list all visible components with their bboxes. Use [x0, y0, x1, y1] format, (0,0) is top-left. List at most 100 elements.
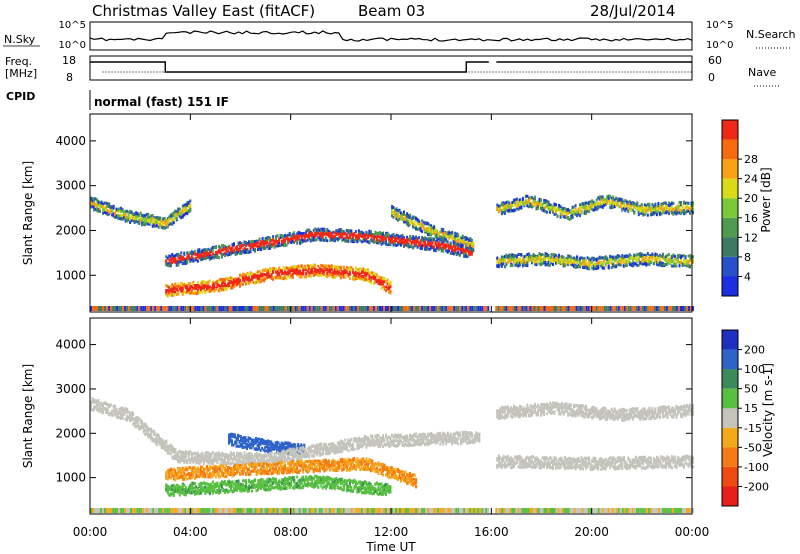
freq-right-tick-bottom: 0 — [708, 71, 715, 84]
data-cell — [401, 212, 404, 216]
data-cell — [509, 253, 512, 257]
data-cell — [435, 306, 438, 311]
data-cell — [512, 260, 515, 264]
data-cell — [231, 441, 233, 445]
data-cell — [612, 202, 615, 206]
data-cell — [653, 306, 656, 311]
data-cell — [278, 266, 281, 270]
data-cell — [177, 284, 180, 288]
data-cell — [612, 262, 615, 266]
data-cell — [403, 242, 405, 246]
data-cell — [443, 239, 446, 243]
data-cell — [625, 207, 628, 211]
data-cell — [362, 237, 365, 241]
frequency-trace — [90, 61, 692, 73]
data-cell — [427, 306, 430, 311]
data-cell — [305, 230, 308, 234]
data-cell — [692, 207, 694, 211]
data-cell — [306, 264, 309, 268]
data-cell — [181, 289, 184, 292]
data-cell — [436, 238, 439, 242]
data-cell — [178, 306, 181, 311]
data-cell — [262, 448, 265, 452]
data-cell — [183, 203, 186, 207]
data-cell — [570, 257, 573, 261]
frequency-panel: Freq. [MHz] 18 8 60 0 Nave — [5, 54, 780, 87]
data-cell — [497, 306, 500, 311]
data-cell — [585, 265, 588, 269]
data-cell — [356, 269, 359, 273]
data-cell — [198, 306, 201, 311]
data-cell — [227, 245, 229, 249]
data-cell — [372, 274, 375, 278]
data-cell — [461, 241, 464, 245]
data-cell — [449, 235, 452, 239]
data-cell — [196, 306, 199, 311]
data-cell — [348, 229, 351, 233]
data-cell — [216, 283, 219, 287]
data-cell — [234, 284, 237, 288]
data-cell — [443, 236, 446, 240]
data-cell — [546, 255, 548, 259]
colorbar-tick-label: 24 — [744, 173, 758, 186]
data-cell — [109, 211, 112, 214]
data-cell — [684, 262, 687, 265]
data-cell — [466, 255, 469, 259]
data-cell — [273, 245, 276, 249]
data-cell — [585, 306, 588, 311]
data-cell — [166, 263, 169, 267]
data-cell — [296, 270, 299, 274]
data-cell — [454, 249, 457, 253]
data-cell — [348, 306, 351, 311]
data-cell — [454, 237, 457, 241]
data-cell — [350, 237, 353, 241]
beam-label: Beam 03 — [358, 2, 425, 20]
data-cell — [279, 274, 282, 278]
data-cell — [660, 264, 663, 267]
data-cell — [169, 258, 172, 262]
data-cell — [356, 235, 359, 238]
data-cell — [595, 262, 598, 266]
data-cell — [625, 200, 628, 204]
data-cell — [631, 264, 634, 268]
data-cell — [461, 249, 464, 253]
data-cell — [640, 254, 643, 257]
data-cell — [189, 199, 192, 203]
data-cell — [689, 254, 691, 258]
data-cell — [269, 240, 272, 244]
data-cell — [267, 247, 270, 251]
data-cell — [591, 206, 594, 209]
data-cell — [104, 306, 106, 311]
data-cell — [220, 253, 223, 257]
data-cell — [354, 277, 357, 281]
data-cell — [637, 306, 640, 311]
data-cell — [666, 205, 669, 209]
data-cell — [433, 231, 436, 235]
data-cell — [126, 216, 129, 220]
data-cell — [658, 257, 661, 261]
data-cell — [298, 306, 301, 311]
data-cell — [246, 445, 248, 448]
data-cell — [451, 251, 454, 255]
data-cell — [126, 219, 129, 223]
data-cell — [272, 277, 275, 281]
data-cell — [254, 280, 256, 284]
data-cell — [186, 203, 189, 207]
data-cell — [187, 210, 190, 214]
cpid-value: normal (fast) 151 IF — [94, 95, 229, 109]
data-cell — [544, 199, 547, 203]
data-cell — [248, 281, 250, 285]
data-cell — [439, 235, 442, 238]
data-cell — [159, 222, 162, 226]
data-cell — [169, 285, 172, 289]
data-cell — [455, 306, 458, 311]
data-cell — [204, 250, 207, 254]
data-cell — [257, 241, 260, 244]
data-cell — [250, 306, 253, 311]
data-cell — [541, 259, 544, 263]
data-cell — [597, 306, 600, 311]
data-cell — [461, 251, 464, 255]
data-cell — [130, 213, 133, 217]
data-cell — [255, 239, 258, 243]
data-cell — [106, 208, 109, 212]
